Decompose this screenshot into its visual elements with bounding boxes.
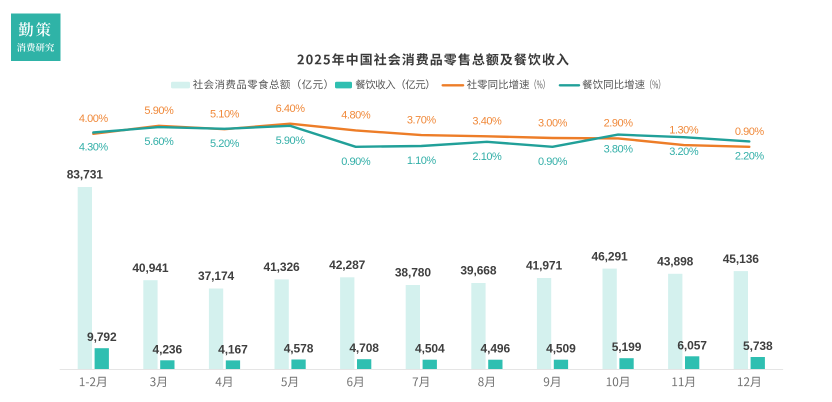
svg-text:40,941: 40,941	[132, 261, 169, 275]
svg-text:5.90%: 5.90%	[276, 135, 306, 147]
svg-text:41,971: 41,971	[526, 259, 563, 273]
svg-text:83,731: 83,731	[67, 168, 104, 182]
svg-text:9,792: 9,792	[87, 330, 117, 344]
svg-text:0.90%: 0.90%	[735, 126, 765, 138]
svg-text:2.20%: 2.20%	[735, 150, 765, 162]
svg-text:5.20%: 5.20%	[210, 138, 240, 150]
svg-text:4,236: 4,236	[153, 342, 183, 356]
svg-text:6,057: 6,057	[677, 338, 707, 352]
svg-text:3.20%: 3.20%	[669, 146, 699, 158]
svg-text:0.90%: 0.90%	[341, 156, 371, 168]
svg-text:6.40%: 6.40%	[276, 103, 306, 115]
svg-text:3.40%: 3.40%	[472, 116, 502, 128]
svg-text:4.30%: 4.30%	[79, 142, 109, 154]
svg-text:4.80%: 4.80%	[341, 110, 371, 122]
svg-text:5.10%: 5.10%	[210, 109, 240, 121]
svg-text:1.30%: 1.30%	[669, 124, 699, 136]
svg-text:39,668: 39,668	[460, 264, 497, 278]
svg-text:5,199: 5,199	[612, 340, 642, 354]
svg-text:43,898: 43,898	[657, 255, 694, 269]
svg-text:4,509: 4,509	[546, 342, 576, 356]
svg-text:3.80%: 3.80%	[604, 144, 634, 156]
svg-text:3.70%: 3.70%	[407, 114, 437, 126]
svg-text:2.10%: 2.10%	[472, 151, 502, 163]
svg-text:42,287: 42,287	[329, 258, 366, 272]
svg-text:0.90%: 0.90%	[538, 156, 568, 168]
svg-text:4,578: 4,578	[284, 342, 314, 356]
svg-text:4,167: 4,167	[218, 342, 248, 356]
svg-text:2.90%: 2.90%	[604, 118, 634, 130]
svg-text:45,136: 45,136	[723, 252, 760, 266]
svg-text:5.90%: 5.90%	[144, 105, 174, 117]
svg-text:46,291: 46,291	[592, 249, 629, 263]
svg-text:4,708: 4,708	[349, 341, 379, 355]
svg-text:5,738: 5,738	[743, 339, 773, 353]
svg-text:37,174: 37,174	[198, 269, 235, 283]
svg-text:4,496: 4,496	[481, 342, 511, 356]
svg-text:1.10%: 1.10%	[407, 155, 437, 167]
svg-text:38,780: 38,780	[395, 266, 432, 280]
svg-text:5.60%: 5.60%	[144, 136, 174, 148]
svg-text:4,504: 4,504	[415, 342, 445, 356]
svg-text:4.00%: 4.00%	[79, 113, 109, 125]
svg-text:3.00%: 3.00%	[538, 117, 568, 129]
svg-text:41,326: 41,326	[264, 260, 301, 274]
